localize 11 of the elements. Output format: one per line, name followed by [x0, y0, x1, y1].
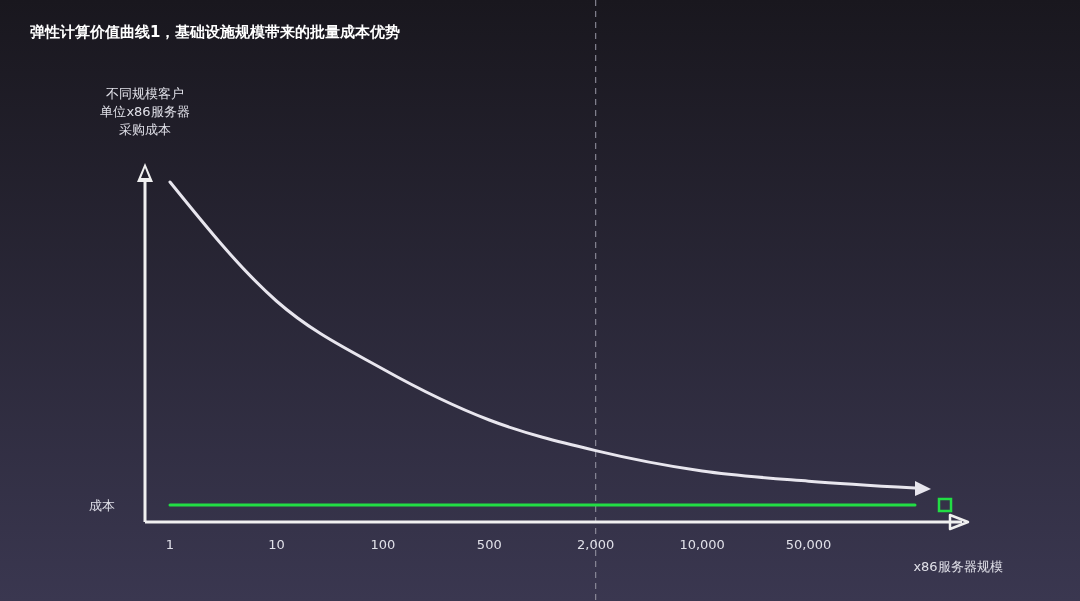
x-tick-label: 50,000 — [785, 537, 832, 552]
x-tick-label: 1 — [165, 537, 175, 552]
x-tick-label: 10 — [268, 537, 285, 552]
x-axis-title: x86服务器规模 — [913, 559, 1003, 574]
x-tick-label: 2,000 — [577, 537, 615, 552]
y-axis-title: 不同规模客户单位x86服务器采购成本 — [100, 86, 190, 137]
chart-title: 弹性计算价值曲线1，基础设施规模带来的批量成本优势 — [30, 23, 401, 41]
text: 成本 — [89, 498, 115, 513]
x-tick-label: 10,000 — [679, 537, 725, 552]
x-tick-label: 100 — [370, 537, 396, 552]
x-tick-label: 500 — [476, 537, 502, 552]
